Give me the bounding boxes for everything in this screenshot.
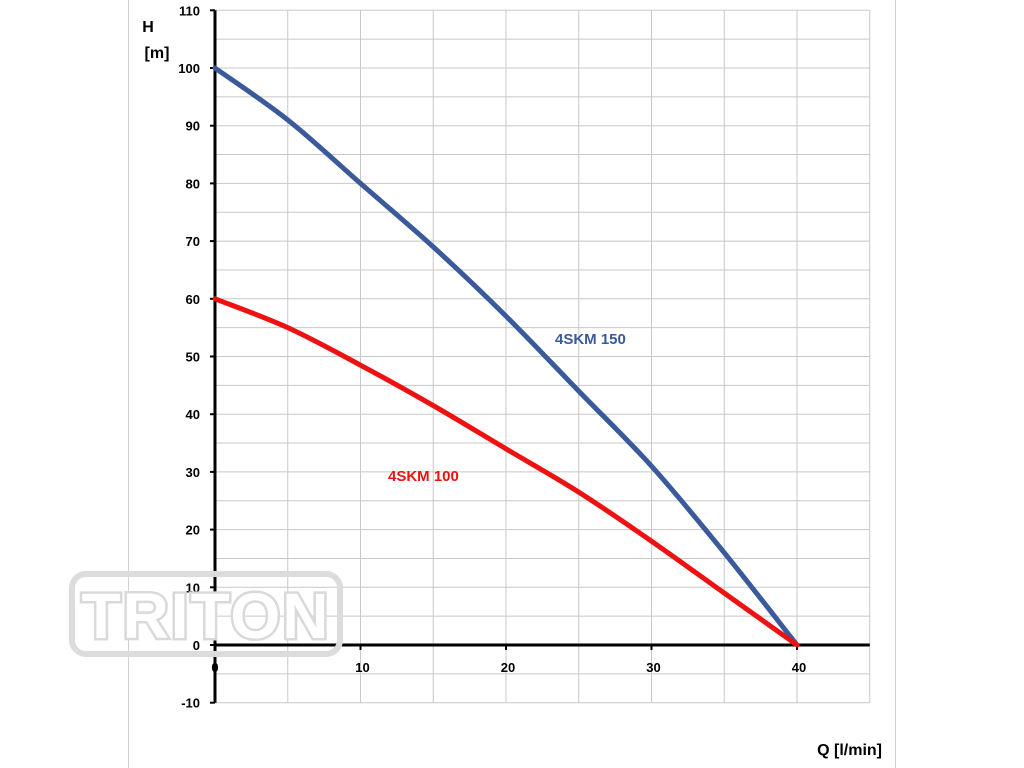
- y-tick-label: 50: [186, 350, 200, 365]
- y-tick-label: 80: [186, 176, 200, 191]
- y-tick-label: 40: [186, 407, 200, 422]
- chart-frame: [128, 0, 896, 768]
- y-axis-unit: [m]: [145, 45, 170, 62]
- y-axis-label: H: [142, 19, 154, 36]
- y-tick-label: 110: [179, 3, 200, 18]
- series-line-4skm-150: [212, 65, 800, 648]
- series-label-4skm-100: 4SKM 100: [388, 468, 459, 485]
- y-tick-label: 90: [186, 119, 200, 134]
- x-axis-label: Q [l/min]: [817, 742, 882, 759]
- y-tick-label: 100: [178, 61, 200, 76]
- tick-labels: -10 0 10 20 30 40 50 60 70 80 90 100 110 0 10 20 30 40: [178, 3, 806, 710]
- x-tick-label: 40: [792, 660, 806, 675]
- y-tick-label: 30: [186, 465, 200, 480]
- x-tick-label: 20: [501, 660, 515, 675]
- series-label-4skm-150: 4SKM 150: [555, 331, 626, 348]
- y-tick-label: 10: [186, 580, 200, 595]
- x-tick-label: 10: [355, 660, 369, 675]
- y-tick-label: 0: [193, 638, 200, 653]
- y-tick-label: -10: [181, 696, 200, 711]
- series-line-4skm-100: [212, 296, 800, 648]
- watermark-logo: TRITON: [69, 571, 343, 657]
- axes: [210, 9, 870, 704]
- y-tick-label: 60: [186, 292, 200, 307]
- watermark-text: TRITON: [81, 580, 330, 652]
- y-tick-label: 70: [186, 234, 200, 249]
- x-tick-label: 30: [646, 660, 660, 675]
- y-tick-label: 20: [186, 523, 200, 538]
- series-lines: [212, 65, 800, 648]
- x-tick-label: 0: [211, 660, 218, 675]
